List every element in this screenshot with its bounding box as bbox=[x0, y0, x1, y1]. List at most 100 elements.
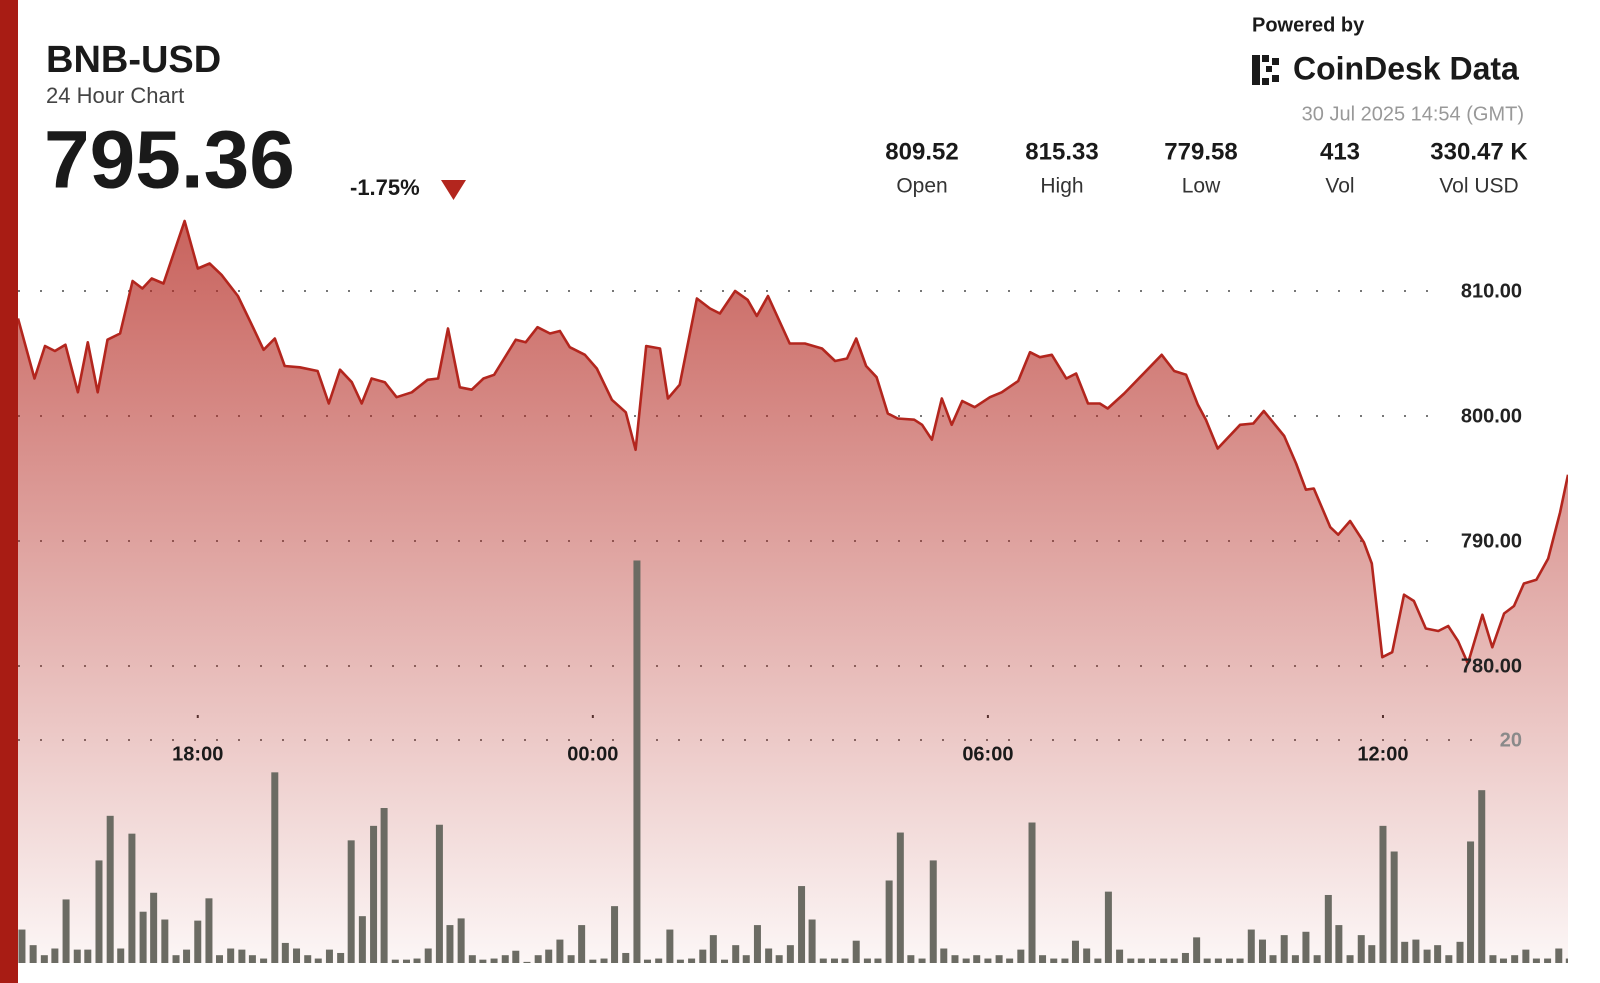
volume-bar bbox=[1116, 949, 1124, 963]
volume-bar bbox=[446, 925, 454, 963]
volume-bar bbox=[172, 955, 180, 963]
volume-bar bbox=[370, 825, 378, 963]
volume-bar bbox=[1083, 948, 1091, 963]
volume-bar bbox=[1104, 891, 1112, 963]
volume-bar bbox=[1434, 945, 1442, 963]
volume-bar bbox=[918, 958, 926, 963]
stat-label: High bbox=[1040, 175, 1083, 198]
subtitle: 24 Hour Chart bbox=[46, 83, 184, 108]
volume-bar bbox=[128, 833, 136, 963]
volume-bar bbox=[490, 958, 498, 963]
volume-bar bbox=[589, 959, 597, 963]
volume-bar bbox=[215, 955, 223, 963]
volume-bar bbox=[1412, 939, 1420, 963]
volume-bar bbox=[523, 961, 531, 963]
volume-bar bbox=[1170, 958, 1178, 963]
volume-bar bbox=[51, 948, 59, 963]
volume-bar bbox=[885, 880, 893, 963]
volume-bar bbox=[798, 886, 806, 963]
volume-bar bbox=[984, 958, 992, 963]
volume-bar bbox=[391, 959, 399, 963]
volume-bar bbox=[337, 952, 345, 963]
volume-bar bbox=[1050, 958, 1058, 963]
volume-bar bbox=[314, 958, 322, 963]
x-tick-label: 00:00 bbox=[567, 743, 618, 765]
volume-bar bbox=[940, 948, 948, 963]
volume-bar bbox=[18, 929, 26, 963]
volume-bar bbox=[457, 918, 465, 963]
volume-bar bbox=[161, 919, 169, 963]
volume-bar bbox=[1532, 958, 1540, 963]
volume-bar bbox=[929, 860, 937, 963]
stat-value: 809.52 bbox=[885, 138, 958, 165]
volume-bar bbox=[512, 950, 520, 963]
volume-bar bbox=[1181, 952, 1189, 963]
accent-bar bbox=[0, 0, 18, 983]
volume-bar bbox=[951, 955, 959, 963]
volume-bar bbox=[1291, 955, 1299, 963]
volume-bar bbox=[633, 560, 641, 963]
y-tick-label: 780.00 bbox=[1461, 655, 1522, 677]
volume-bar bbox=[62, 899, 70, 963]
volume-bar bbox=[1456, 941, 1464, 963]
volume-bar bbox=[1127, 958, 1135, 963]
volume-bar bbox=[1028, 822, 1036, 963]
stat-label: Vol USD bbox=[1439, 175, 1518, 198]
volume-bar bbox=[1313, 955, 1321, 963]
x-tick-label: 18:00 bbox=[172, 743, 223, 765]
volume-bar bbox=[1006, 958, 1014, 963]
price-area bbox=[18, 221, 1568, 963]
y2-tick-label: 20 bbox=[1500, 729, 1522, 751]
volume-bar bbox=[721, 959, 729, 963]
volume-bar bbox=[545, 949, 553, 963]
stat-value: 330.47 K bbox=[1430, 138, 1528, 165]
volume-bar bbox=[29, 945, 37, 963]
volume-bar bbox=[688, 958, 696, 963]
volume-bar bbox=[260, 958, 268, 963]
volume-bar bbox=[852, 940, 860, 963]
volume-bar bbox=[896, 832, 904, 963]
volume-bar bbox=[578, 925, 586, 963]
volume-bar bbox=[699, 949, 707, 963]
volume-bar bbox=[786, 945, 794, 963]
volume-bar bbox=[600, 958, 608, 963]
volume-bar bbox=[556, 939, 564, 963]
volume-bar bbox=[830, 958, 838, 963]
volume-bar bbox=[1379, 825, 1387, 963]
volume-bar bbox=[643, 959, 651, 963]
volume-bar bbox=[1071, 940, 1079, 963]
volume-bar bbox=[775, 955, 783, 963]
volume-bar bbox=[95, 860, 103, 963]
volume-bar bbox=[907, 955, 915, 963]
volume-bar bbox=[622, 952, 630, 963]
volume-bar bbox=[1017, 949, 1025, 963]
volume-bar bbox=[1149, 958, 1157, 963]
volume-bar bbox=[501, 955, 509, 963]
volume-bar bbox=[1522, 949, 1530, 963]
volume-bar bbox=[666, 929, 674, 963]
volume-bar bbox=[293, 948, 301, 963]
volume-bar bbox=[1423, 949, 1431, 963]
price: 795.36 bbox=[44, 115, 295, 206]
volume-bar bbox=[534, 955, 542, 963]
volume-bar bbox=[1236, 958, 1244, 963]
y-tick-label: 790.00 bbox=[1461, 530, 1522, 552]
volume-bar bbox=[139, 911, 147, 963]
volume-bar bbox=[1094, 958, 1102, 963]
volume-bar bbox=[841, 958, 849, 963]
brand: CoinDesk Data bbox=[1293, 50, 1519, 86]
volume-bar bbox=[1280, 935, 1288, 963]
stat-value: 413 bbox=[1320, 138, 1360, 165]
volume-bar bbox=[1160, 958, 1168, 963]
volume-bar bbox=[402, 959, 410, 963]
volume-bar bbox=[117, 948, 125, 963]
x-tick-label: 12:00 bbox=[1357, 743, 1408, 765]
volume-bar bbox=[106, 815, 114, 963]
volume-bar bbox=[1565, 958, 1568, 963]
stats: 809.52 Open 815.33 High 779.58 Low 413 Vol 330.4… bbox=[885, 138, 1528, 197]
volume-bar bbox=[1061, 958, 1069, 963]
volume-bar bbox=[183, 949, 191, 963]
volume-bar bbox=[1445, 955, 1453, 963]
volume-bar bbox=[1499, 958, 1507, 963]
